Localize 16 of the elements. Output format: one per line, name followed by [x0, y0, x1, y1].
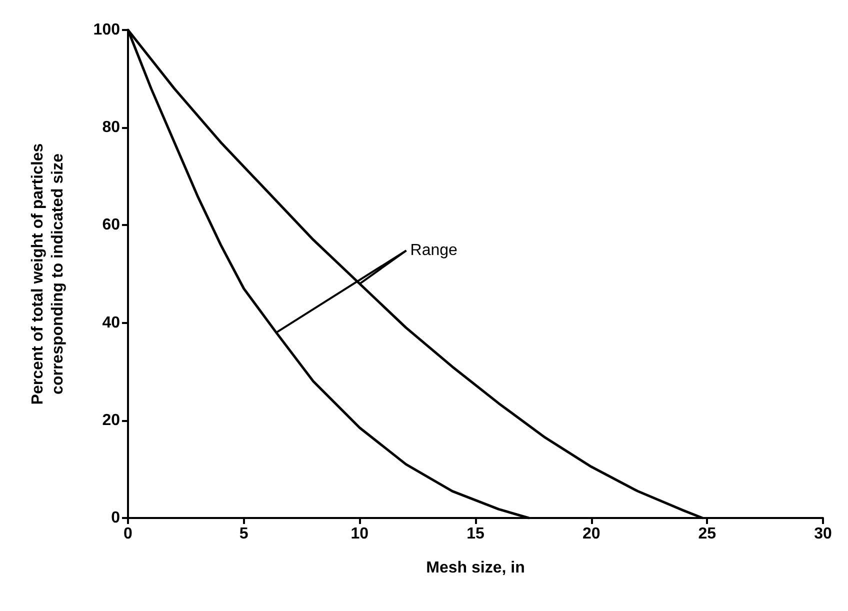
y-tick-label: 100	[93, 22, 120, 38]
x-tick-label: 5	[239, 526, 248, 542]
x-tick-label: 15	[466, 526, 484, 542]
y-tick-label: 60	[102, 216, 120, 234]
x-tick-label: 10	[350, 526, 369, 542]
y-tick-label: 0	[111, 510, 120, 526]
y-tick-label: 80	[102, 119, 120, 136]
y-axis-title: Percent of total weight of particles corresponding to indicated size	[30, 143, 66, 405]
x-tick-label: 20	[582, 526, 600, 542]
y-tick-label: 20	[102, 412, 120, 429]
x-tick-label: 0	[124, 526, 133, 542]
annotation: Range	[410, 242, 458, 260]
y-tick-label: 40	[102, 314, 120, 332]
x-tick-label: 25	[698, 526, 716, 542]
x-axis-title: Mesh size, in	[426, 560, 525, 576]
x-tick-label: 30	[814, 526, 832, 542]
